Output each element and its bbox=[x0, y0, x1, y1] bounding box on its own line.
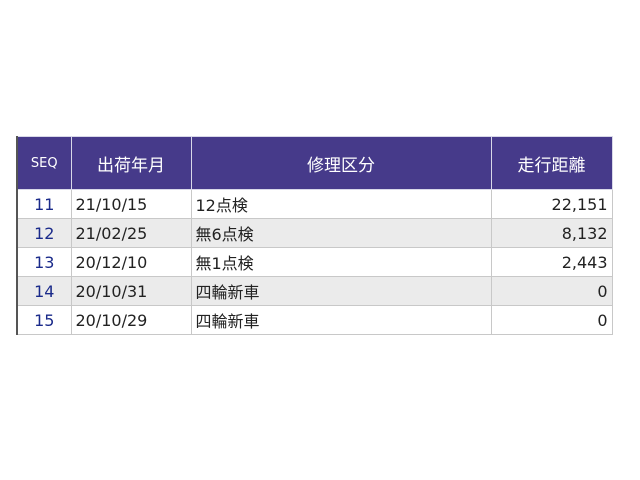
repair-type-cell: 四輪新車 bbox=[190, 305, 492, 335]
repair-type-cell: 12点検 bbox=[190, 189, 492, 219]
ship-date-cell: 21/10/15 bbox=[70, 189, 192, 219]
header-repair-type: 修理区分 bbox=[190, 136, 492, 190]
ship-date-cell: 20/10/29 bbox=[70, 305, 192, 335]
table-row[interactable]: 11 21/10/15 12点検 22,151 bbox=[16, 189, 613, 219]
header-mileage: 走行距離 bbox=[490, 136, 613, 190]
seq-cell: 12 bbox=[16, 218, 72, 248]
repair-type-cell: 無1点検 bbox=[190, 247, 492, 277]
mileage-cell: 0 bbox=[490, 305, 613, 335]
seq-cell: 15 bbox=[16, 305, 72, 335]
mileage-cell: 8,132 bbox=[490, 218, 613, 248]
table-row[interactable]: 13 20/12/10 無1点検 2,443 bbox=[16, 247, 613, 277]
mileage-cell: 2,443 bbox=[490, 247, 613, 277]
repair-type-cell: 四輪新車 bbox=[190, 276, 492, 306]
repair-type-cell: 無6点検 bbox=[190, 218, 492, 248]
repair-history-table: SEQ 出荷年月 修理区分 走行距離 11 21/10/15 12点検 22,151 1… bbox=[16, 136, 613, 335]
ship-date-cell: 20/10/31 bbox=[70, 276, 192, 306]
table-row[interactable]: 15 20/10/29 四輪新車 0 bbox=[16, 305, 613, 335]
header-row: SEQ 出荷年月 修理区分 走行距離 bbox=[16, 136, 613, 190]
seq-cell: 13 bbox=[16, 247, 72, 277]
seq-cell: 11 bbox=[16, 189, 72, 219]
seq-cell: 14 bbox=[16, 276, 72, 306]
mileage-cell: 0 bbox=[490, 276, 613, 306]
mileage-cell: 22,151 bbox=[490, 189, 613, 219]
header-ship-date: 出荷年月 bbox=[70, 136, 192, 190]
ship-date-cell: 21/02/25 bbox=[70, 218, 192, 248]
ship-date-cell: 20/12/10 bbox=[70, 247, 192, 277]
table-row[interactable]: 12 21/02/25 無6点検 8,132 bbox=[16, 218, 613, 248]
table-row[interactable]: 14 20/10/31 四輪新車 0 bbox=[16, 276, 613, 306]
header-seq: SEQ bbox=[16, 136, 72, 190]
